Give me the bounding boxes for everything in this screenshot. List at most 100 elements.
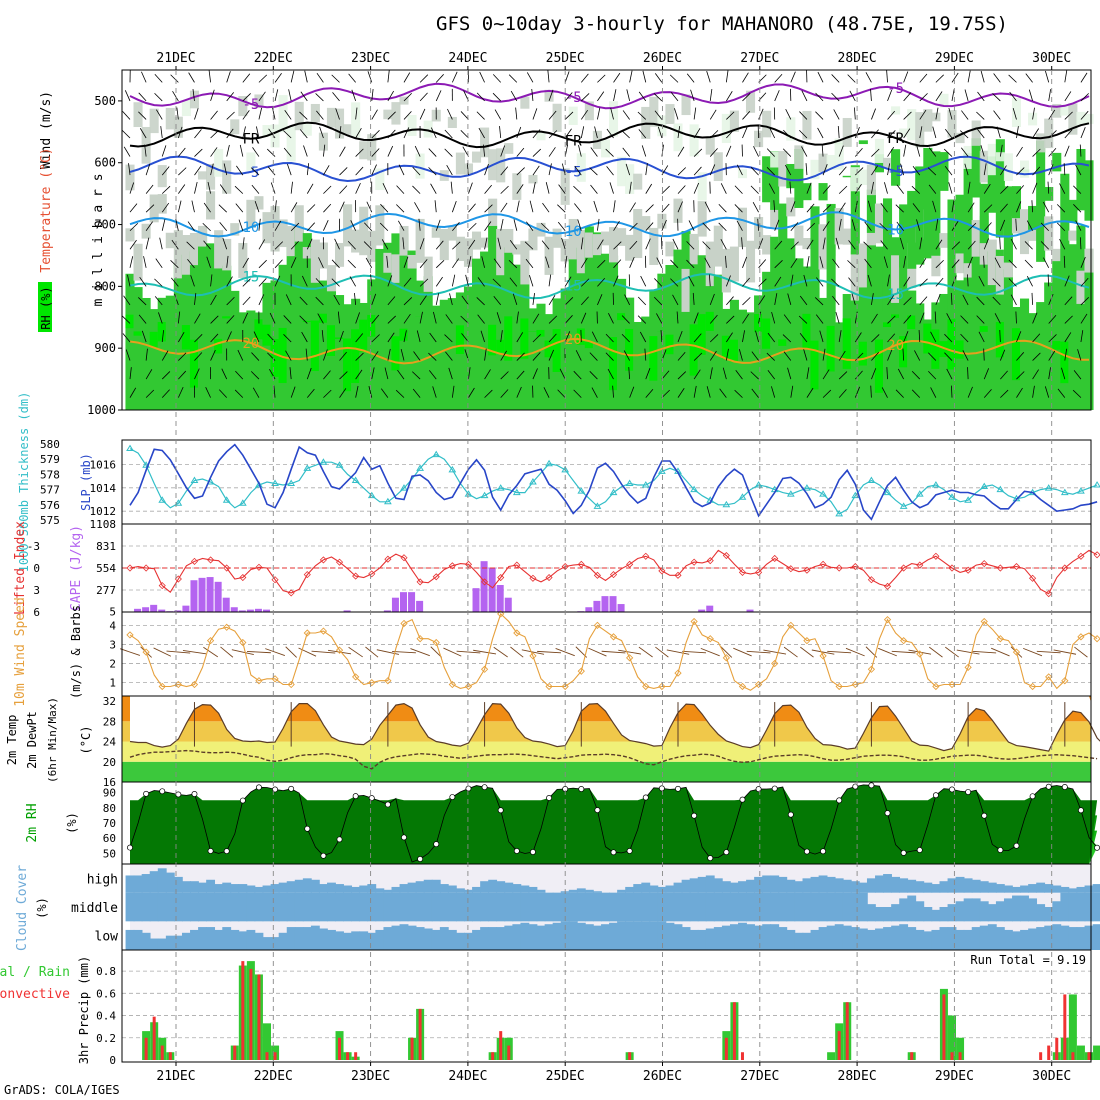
cloud-bar-high — [310, 879, 320, 893]
rh-mid-patch — [334, 108, 345, 139]
wind-barb — [254, 200, 260, 213]
wind-barb — [784, 164, 792, 176]
cloud-bar-middle — [552, 892, 562, 922]
wind-barb — [564, 331, 571, 343]
day-label-bottom: 21DEC — [156, 1069, 195, 1084]
rh-saturated-patch — [810, 340, 820, 390]
wind-barb — [497, 237, 502, 250]
wind-barb — [154, 92, 163, 102]
wind-barb — [870, 88, 872, 101]
cloud-bar-low — [1003, 929, 1013, 950]
rh-gray-patch — [794, 225, 804, 246]
wind-barb — [434, 200, 437, 213]
li-point — [787, 565, 795, 573]
thickness-point — [222, 496, 231, 503]
cloud-bar-middle — [488, 892, 498, 922]
wind-barb — [677, 201, 683, 213]
cloud-bar-high — [641, 882, 651, 893]
wind-barb — [484, 204, 493, 213]
day-label-top: 25DEC — [546, 51, 585, 66]
rh2m-point — [207, 847, 214, 854]
wind-barb — [226, 296, 235, 306]
wind-barb — [500, 219, 504, 231]
wind-barb — [622, 110, 630, 120]
wind-barb — [1048, 293, 1054, 306]
rh-saturated-patch — [278, 327, 288, 384]
wind-barb — [867, 200, 872, 213]
cloud-bar-low — [826, 925, 836, 950]
wind-barb — [258, 91, 266, 102]
wind-barb — [416, 330, 421, 343]
wind-barb — [930, 331, 937, 343]
wind-barb — [445, 314, 453, 324]
rh2m-ytick: 60 — [103, 832, 116, 845]
wind-barb — [629, 256, 635, 268]
wind-barb — [178, 331, 185, 343]
wind-barb — [548, 130, 558, 139]
wind-barb — [677, 146, 685, 157]
wind-barb — [258, 74, 268, 83]
cloud-bar-low — [754, 925, 764, 950]
wind-barb — [122, 333, 131, 343]
li-point — [1093, 551, 1100, 559]
wind-barb — [822, 237, 826, 250]
rh-gray-patch — [770, 199, 780, 228]
wind-barb — [702, 241, 711, 250]
wind-barb — [960, 130, 969, 139]
precip-total-bar — [956, 1037, 965, 1060]
wind-barb — [814, 297, 824, 306]
rh-saturated-patch — [302, 320, 312, 323]
rh-moist-column — [1011, 186, 1022, 219]
li-point — [497, 573, 505, 582]
rh-moist-column — [1060, 262, 1070, 410]
wind-speed-point — [835, 682, 843, 691]
rh-saturated-patch — [979, 326, 989, 332]
wind-barb — [1031, 200, 1033, 213]
wind-barb — [468, 256, 472, 268]
wind-barb — [912, 203, 921, 213]
rh-gray-patch — [891, 255, 901, 303]
cloud-bar-low — [842, 925, 852, 950]
wind-barb — [887, 295, 894, 306]
wind-barb — [255, 126, 260, 139]
wind-barb — [210, 110, 218, 120]
wind-barb — [1008, 278, 1017, 287]
wind-barb — [509, 240, 518, 250]
wind-barb — [709, 109, 717, 120]
cloud-bar-middle — [963, 898, 973, 922]
cape-bar — [190, 580, 198, 612]
cloud-bar-low — [1044, 925, 1054, 950]
cloud-bar-low — [931, 929, 941, 950]
wind-barb — [154, 278, 163, 287]
wind-barb — [928, 147, 937, 157]
rh-mid-patch — [923, 109, 933, 132]
wind-barb — [349, 276, 356, 287]
rh-moist-column — [206, 243, 216, 410]
rh-saturated-patch — [802, 313, 812, 349]
wind-barb — [367, 71, 373, 83]
wind-barb — [483, 144, 485, 157]
cloud-bar-high — [955, 876, 965, 893]
wind-barb — [766, 148, 775, 157]
rh-moist-column — [907, 190, 917, 269]
wind-barb — [258, 278, 267, 287]
wind-barb — [545, 182, 550, 194]
cloud-bar-high — [488, 879, 498, 893]
rh-mid-patch — [625, 164, 635, 194]
cloud-bar-high — [842, 879, 852, 893]
cloud-bar-low — [157, 938, 167, 950]
wind-barb — [887, 89, 893, 102]
thickness-point — [1077, 487, 1085, 494]
wind-barb — [601, 650, 626, 654]
rh-moist-column — [447, 298, 457, 410]
wind-barb — [864, 221, 872, 231]
wind-barb — [154, 296, 163, 306]
rh2m-point — [803, 848, 810, 855]
wind-barb — [654, 73, 663, 83]
wind-barb — [597, 107, 601, 120]
wind-barb — [742, 277, 750, 287]
cloud-bar-low — [1092, 924, 1100, 950]
wind-barb — [398, 164, 405, 176]
cape-bar — [222, 597, 230, 612]
wind-barb — [234, 185, 244, 194]
